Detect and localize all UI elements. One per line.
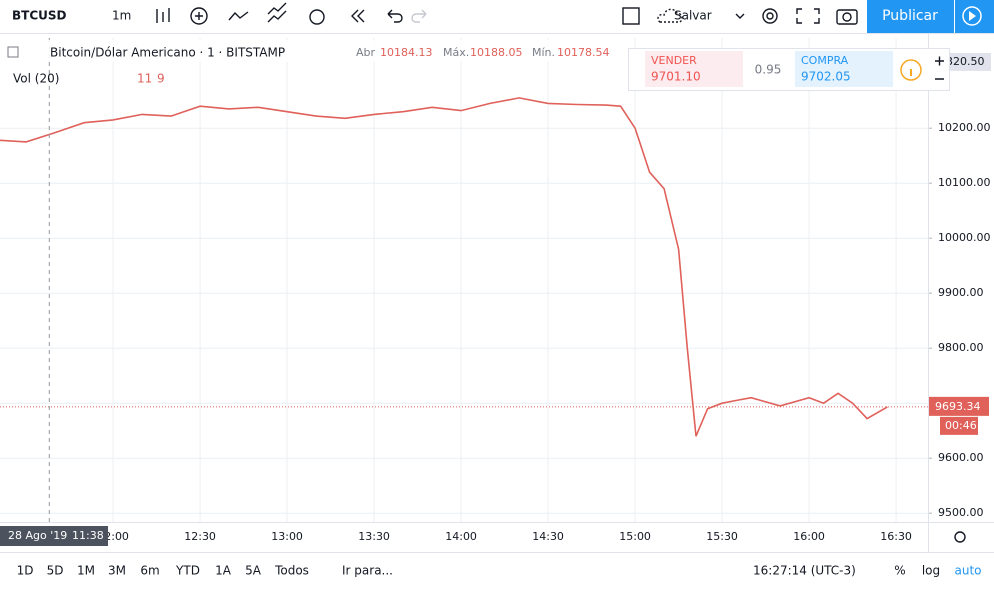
high-value: 10188.05	[470, 46, 523, 59]
play-icon[interactable]	[962, 6, 982, 26]
info-icon[interactable]	[900, 59, 922, 81]
x-tick-label: 12:30	[184, 530, 216, 543]
range-button[interactable]: 1M	[77, 564, 95, 578]
play-triangle	[969, 11, 976, 21]
y-tick-label: 10100.00	[938, 176, 991, 189]
x-tick-label: 13:30	[358, 530, 390, 543]
percent-toggle[interactable]: %	[894, 564, 905, 578]
y-tick-label: 9500.00	[938, 506, 984, 519]
low-value: 10178.54	[557, 46, 610, 59]
alert-icon[interactable]	[309, 9, 325, 25]
sell-button[interactable]	[645, 51, 743, 87]
buy-button[interactable]	[795, 51, 893, 87]
log-toggle[interactable]: log	[922, 564, 940, 578]
layout-icon[interactable]	[622, 7, 640, 25]
range-button[interactable]: 3M	[108, 564, 126, 578]
indicator-icon[interactable]	[190, 7, 208, 25]
countdown-label: 00:46	[945, 419, 977, 432]
goto-button[interactable]: Ir para...	[342, 564, 393, 578]
legend-collapse[interactable]	[7, 46, 19, 58]
interval[interactable]: 1m	[112, 9, 131, 23]
candle-icon[interactable]	[156, 8, 170, 23]
last-price-label: 9693.34	[935, 400, 981, 413]
auto-toggle[interactable]: auto	[954, 564, 981, 578]
low-label: Mín.	[532, 46, 555, 59]
replay-icon[interactable]	[351, 9, 365, 23]
spread: 0.95	[755, 63, 782, 77]
save-button[interactable]: Salvar	[674, 9, 712, 23]
settings-icon[interactable]	[762, 8, 778, 24]
chart-area: 9500.009600.009700.009800.009900.0010000…	[0, 38, 991, 546]
volume-a: 11	[137, 72, 152, 86]
toolbar-icons[interactable]	[156, 2, 858, 25]
publish-button[interactable]	[867, 0, 954, 33]
x-tick-label: 15:00	[619, 530, 651, 543]
range-button[interactable]: 1A	[215, 564, 232, 578]
open-label: Abr	[356, 46, 376, 59]
compare-icon[interactable]	[267, 2, 287, 23]
redo-icon[interactable]	[411, 9, 427, 23]
x-tick-label: 15:30	[706, 530, 738, 543]
open-value: 10184.13	[380, 46, 433, 59]
x-tick-label: 14:30	[532, 530, 564, 543]
y-tick-label: 10000.00	[938, 231, 991, 244]
crosshair-date-box	[0, 526, 108, 546]
crosshair-time: 11:38	[72, 529, 104, 542]
save-dropdown[interactable]	[735, 13, 745, 19]
range-button[interactable]: 5A	[245, 564, 262, 578]
last-price-box	[929, 396, 989, 416]
zoom-buttons[interactable]	[935, 56, 944, 80]
legend-title: Bitcoin/Dólar Americano · 1 · BITSTAMP	[50, 46, 285, 60]
publish-label[interactable]: Publicar	[882, 8, 938, 24]
y-tick-label: 9800.00	[938, 341, 984, 354]
high-label: Máx.	[443, 46, 469, 59]
x-tick-label: 14:00	[445, 530, 477, 543]
countdown-box	[940, 416, 978, 435]
crosshair-date: 28 Ago '19	[8, 529, 67, 542]
sell-price[interactable]: 9701.10	[651, 70, 701, 84]
x-tick-label: 16:30	[880, 530, 912, 543]
y-tick-label: 9600.00	[938, 451, 984, 464]
buy-label[interactable]: COMPRA	[801, 54, 849, 67]
range-button[interactable]: 5D	[47, 564, 64, 578]
sell-label[interactable]: VENDER	[651, 54, 697, 67]
volume-label: Vol (20)	[13, 72, 59, 86]
range-button[interactable]: YTD	[175, 564, 200, 578]
volume-b: 9	[157, 72, 165, 86]
y-tick-label: 10200.00	[938, 121, 991, 134]
range-button[interactable]: Todos	[274, 564, 309, 578]
bottom-bar: 1D 5D 1M 3M 6m YTD 1A 5A Todos	[17, 564, 309, 578]
price-line	[0, 97, 888, 437]
range-button[interactable]: 1D	[17, 564, 34, 578]
legend-backdrop	[0, 40, 628, 62]
range-button[interactable]: 6m	[140, 564, 159, 578]
fullscreen-icon[interactable]	[796, 8, 820, 24]
cloud-icon[interactable]	[657, 8, 683, 23]
clock: 16:27:14 (UTC-3)	[753, 564, 856, 578]
symbol[interactable]: BTCUSD	[12, 9, 67, 23]
snapshot-icon[interactable]	[836, 9, 858, 25]
y-tick-label: 9900.00	[938, 286, 984, 299]
buy-price[interactable]: 9702.05	[801, 70, 851, 84]
axis-settings-icon[interactable]	[954, 531, 966, 543]
undo-icon[interactable]	[387, 9, 403, 23]
x-tick-label: 13:00	[271, 530, 303, 543]
trend-icon[interactable]	[228, 11, 249, 21]
x-tick-label: 16:00	[793, 530, 825, 543]
